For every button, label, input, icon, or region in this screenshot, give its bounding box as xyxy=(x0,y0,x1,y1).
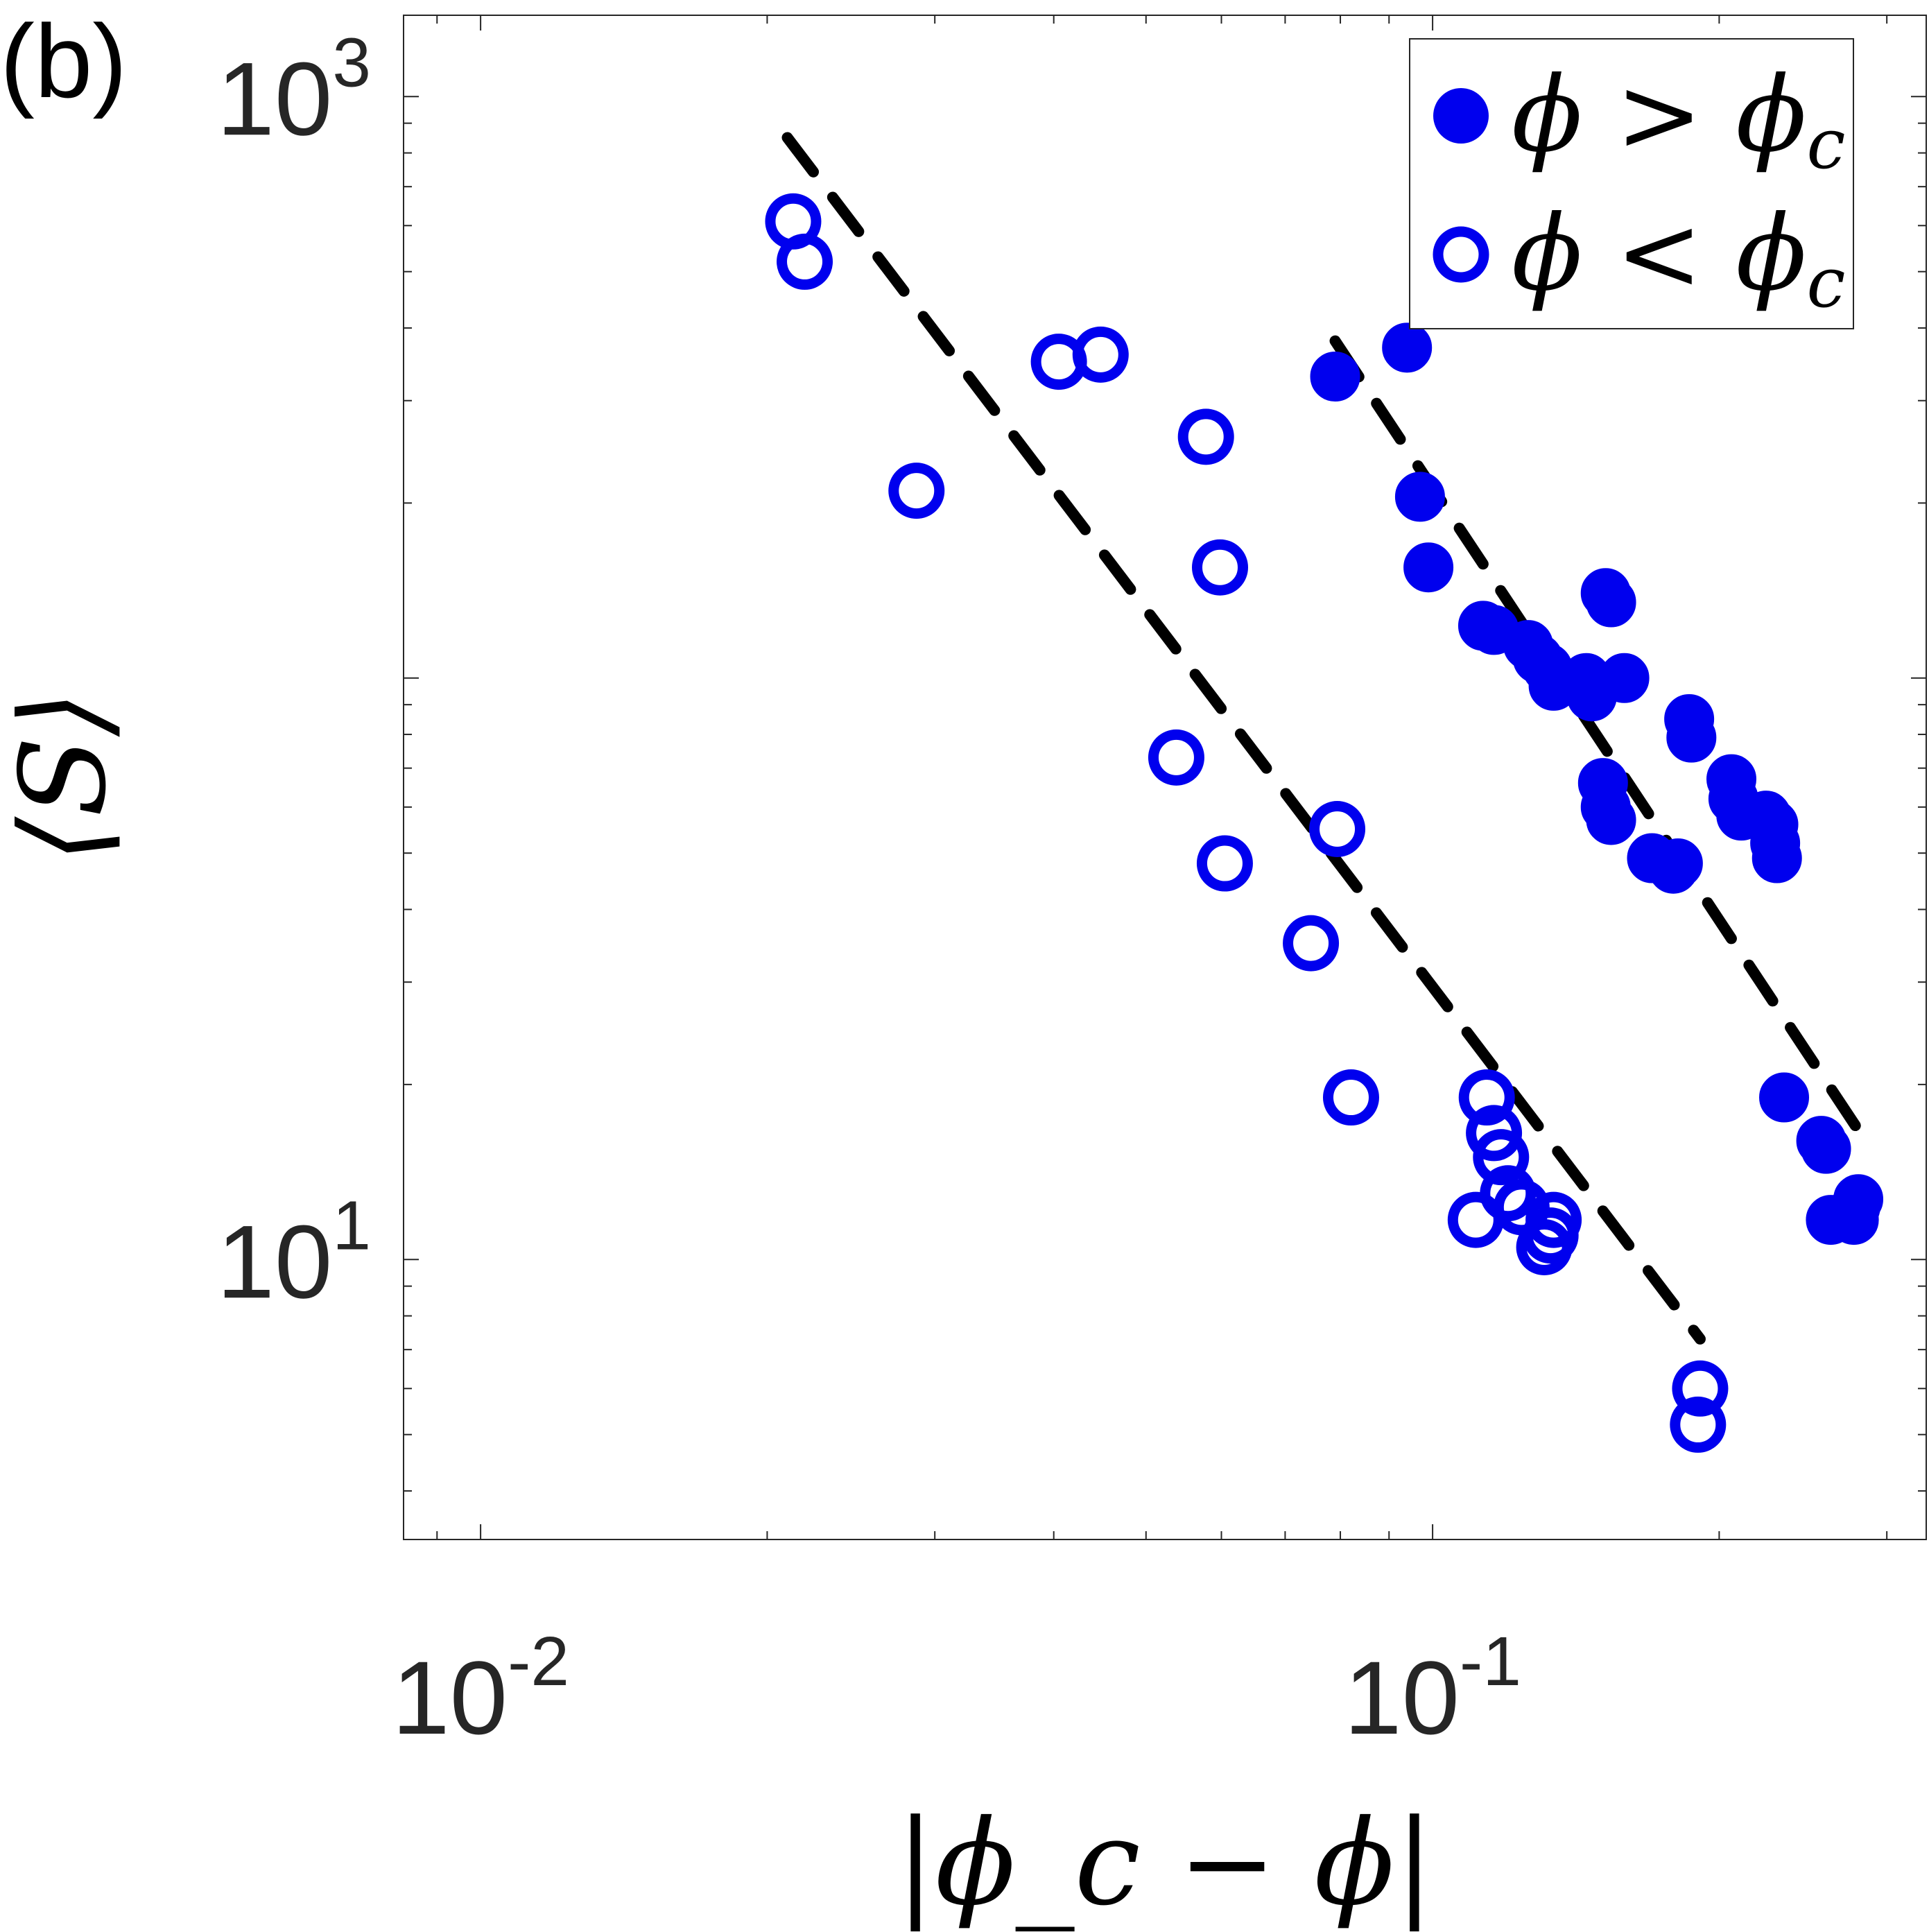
axes xyxy=(403,15,1927,1540)
open-point xyxy=(1466,1105,1523,1162)
filled-point xyxy=(1394,472,1445,522)
plot-frame xyxy=(403,15,1927,1540)
open-point xyxy=(1672,1360,1729,1417)
legend-open-marker xyxy=(1433,226,1489,283)
legend-entry-label: ϕ > ϕc xyxy=(1512,55,1846,184)
filled-point xyxy=(1833,1174,1884,1225)
legend-filled-marker xyxy=(1433,88,1489,144)
filled-point xyxy=(1751,833,1802,883)
open-point xyxy=(777,233,833,290)
open-point xyxy=(888,463,945,519)
x-axis-label: |ϕ_c − ϕ| xyxy=(895,1795,1434,1932)
data-points xyxy=(765,193,1884,1453)
open-point xyxy=(1493,1179,1550,1236)
open-point xyxy=(1458,1069,1515,1126)
filled-point xyxy=(1599,653,1650,703)
open-point xyxy=(1196,835,1253,892)
open-point xyxy=(1148,729,1204,786)
axis-labels: 10-2 10-1 101 103 |ϕ_c − ϕ| ⟨S⟩ xyxy=(0,24,1521,1932)
legend-entry-label: ϕ < ϕc xyxy=(1512,193,1846,323)
legend: ϕ > ϕcϕ < ϕc xyxy=(1409,38,1854,329)
filled-point xyxy=(1801,1123,1851,1174)
open-point xyxy=(1283,915,1340,972)
y-tick-label: 101 xyxy=(217,1187,371,1320)
fit-line-2 xyxy=(1329,335,1861,1132)
y-tick-label: 103 xyxy=(217,24,371,157)
filled-point xyxy=(1310,352,1360,402)
open-point xyxy=(1309,800,1366,857)
filled-point xyxy=(1586,795,1636,845)
filled-point xyxy=(1652,838,1703,889)
x-tick-label: 10-2 xyxy=(392,1623,569,1756)
y-axis-label: ⟨S⟩ xyxy=(0,690,132,863)
open-point xyxy=(1177,408,1234,465)
open-point xyxy=(1322,1069,1379,1126)
open-point xyxy=(1192,539,1249,596)
open-point xyxy=(1670,1396,1727,1453)
filled-point xyxy=(1382,322,1433,373)
fit-line-1 xyxy=(781,132,1706,1345)
filled-point xyxy=(1666,712,1717,763)
open-point xyxy=(1480,1165,1537,1222)
legend-box xyxy=(1409,38,1854,329)
open-point xyxy=(1525,1191,1582,1248)
fit-lines xyxy=(781,132,1861,1345)
x-tick-label: 10-1 xyxy=(1344,1623,1521,1756)
panel-label: (b) xyxy=(0,3,127,119)
open-point xyxy=(1072,326,1129,383)
filled-point xyxy=(1759,1072,1810,1123)
open-point xyxy=(1473,1129,1530,1186)
filled-point xyxy=(1586,577,1636,628)
filled-point xyxy=(1403,542,1454,593)
